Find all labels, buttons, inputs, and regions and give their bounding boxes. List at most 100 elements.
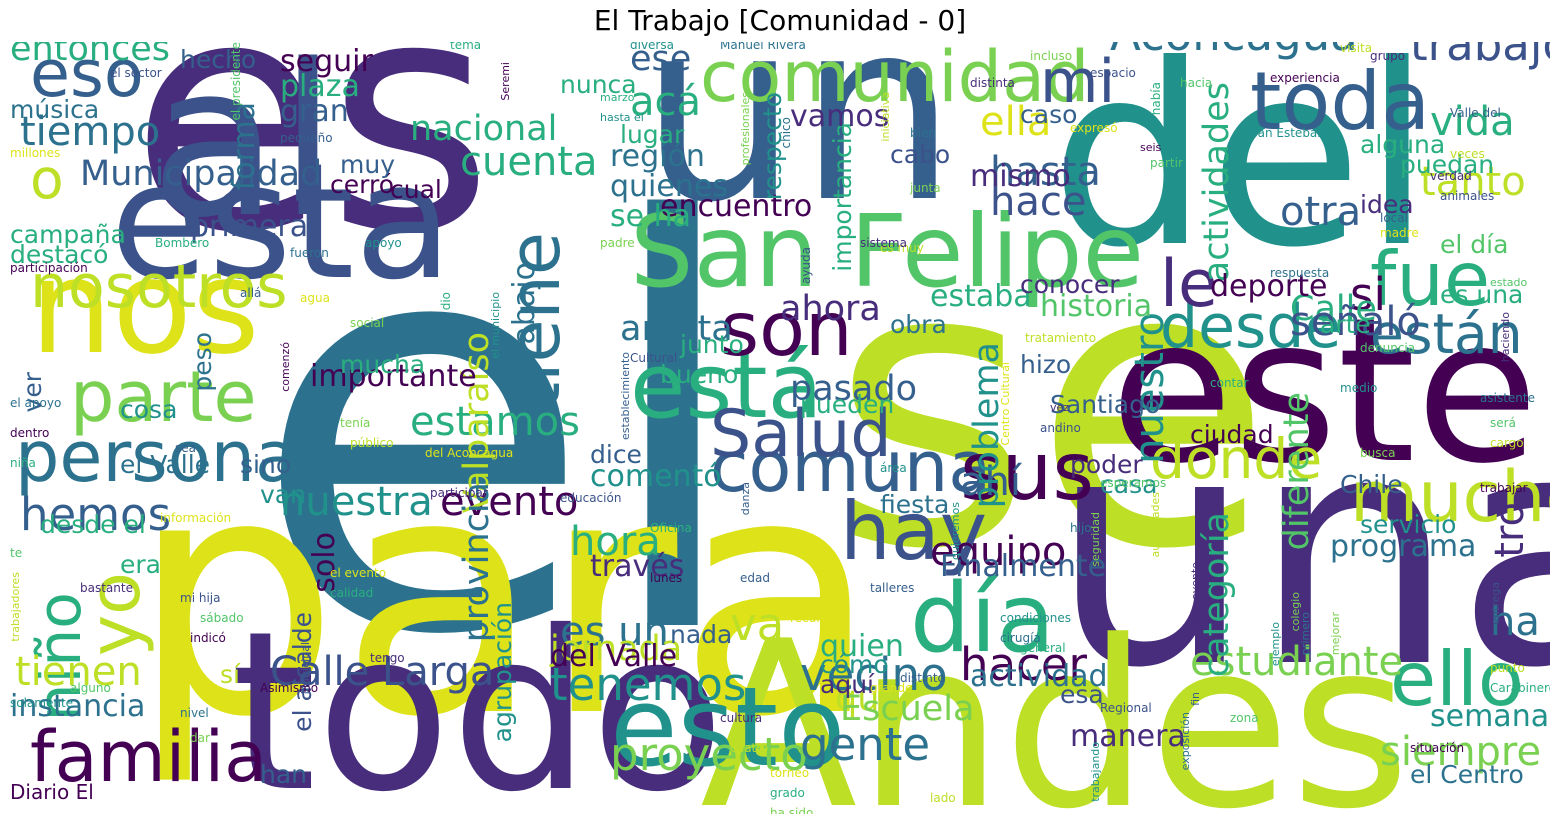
word-cual: cual bbox=[390, 175, 442, 204]
word-profesionales: profesionales bbox=[739, 92, 752, 166]
word-cuenta: cuenta bbox=[460, 139, 598, 185]
word-bueno: bueno bbox=[660, 360, 739, 389]
word-oficina: Oficina bbox=[650, 521, 692, 535]
word-actividades: actividades bbox=[1197, 82, 1237, 283]
word-apoyo: apoyo bbox=[365, 236, 402, 250]
word-comento: comentó bbox=[590, 459, 722, 494]
word-publico: público bbox=[350, 436, 394, 450]
word-aconcagua: Aconcagua bbox=[1110, 42, 1358, 57]
word-nos: nos bbox=[30, 231, 260, 383]
word-area: área bbox=[880, 461, 907, 475]
word-cabo: cabo bbox=[890, 140, 951, 169]
word-trabajar: trabajar bbox=[1480, 481, 1528, 495]
word-indico: indicó bbox=[190, 631, 226, 645]
word-san-esteban: San Esteban bbox=[1250, 126, 1325, 140]
word-vez: vez bbox=[1050, 401, 1070, 414]
word-condiciones: condiciones bbox=[1000, 611, 1072, 625]
word-fue: fue bbox=[1370, 235, 1491, 323]
word-bastante: bastante bbox=[80, 581, 133, 595]
word-mejorar: mejorar bbox=[1329, 612, 1342, 656]
word-estamos: estamos bbox=[410, 399, 580, 445]
word-todo: todo bbox=[230, 584, 726, 814]
chart-title: El Trabajo [Comunidad - 0] bbox=[593, 4, 967, 37]
word-el-dia: el día bbox=[1440, 230, 1509, 259]
word-actividad: actividad bbox=[970, 659, 1108, 694]
word-animales: animales bbox=[1440, 189, 1495, 203]
word-gran: gran bbox=[280, 94, 349, 129]
word-al: al bbox=[150, 42, 338, 264]
word-nina: niña bbox=[10, 456, 36, 470]
word-lunes: lunes bbox=[650, 571, 683, 585]
word-han: han bbox=[260, 760, 308, 789]
word-deporte: deporte bbox=[1210, 269, 1328, 304]
word-calle: Calle bbox=[1290, 289, 1377, 329]
word-casa: casa bbox=[1100, 470, 1158, 499]
word-el-apoyo: el apoyo bbox=[10, 396, 62, 410]
word-asistente: asistente bbox=[1480, 391, 1535, 405]
word-finalmente: Finalmente bbox=[940, 549, 1107, 584]
word-si: sí bbox=[220, 660, 240, 689]
word-esta: esta bbox=[110, 128, 453, 315]
word-municipalidad: Municipalidad bbox=[80, 154, 323, 194]
word-hecho: hecho bbox=[180, 45, 257, 74]
word-este-evento: este evento bbox=[1189, 562, 1202, 628]
word-tratamiento: tratamiento bbox=[1025, 331, 1097, 345]
word-dar: dar bbox=[190, 731, 210, 745]
word-ese: ese bbox=[630, 42, 692, 79]
word-toda: toda bbox=[1250, 55, 1431, 148]
word-quienes: quienes bbox=[610, 169, 728, 204]
word-hizo: hizo bbox=[1020, 350, 1072, 379]
word-mucha: mucha bbox=[340, 350, 426, 379]
word-general: general bbox=[1020, 641, 1066, 655]
word-local: local bbox=[1380, 211, 1408, 225]
word-el-sector: el sector bbox=[110, 66, 162, 80]
word-ayuda: ayuda bbox=[799, 247, 813, 285]
word-jornada: jornada bbox=[550, 629, 683, 669]
word-evento: evento bbox=[440, 479, 579, 525]
word-van: van bbox=[260, 480, 306, 509]
word-social: social bbox=[350, 316, 385, 330]
word-artista: artista bbox=[620, 309, 733, 349]
word-fueron: fueron bbox=[290, 246, 329, 260]
word-participacion: participación bbox=[10, 261, 88, 275]
word-el: el bbox=[250, 106, 751, 758]
word-habia: había bbox=[1149, 82, 1163, 116]
word-pequeno: pequeño bbox=[280, 131, 333, 145]
word-andes: Andes bbox=[700, 593, 1411, 815]
word-primera: primera bbox=[190, 209, 309, 244]
word-lugar: lugar bbox=[620, 120, 685, 149]
word-desde: desde bbox=[1160, 292, 1342, 362]
word-importante: importante bbox=[310, 359, 477, 394]
word-alla: allá bbox=[240, 286, 262, 300]
word-es: es bbox=[130, 42, 494, 303]
word-el-centro: el Centro bbox=[1410, 760, 1524, 789]
word-familia: familia bbox=[30, 716, 267, 798]
word-respuesta: respuesta bbox=[1270, 266, 1330, 280]
word-escuela: Escuela bbox=[840, 689, 975, 729]
word-trabajo: trabajo bbox=[1410, 42, 1550, 71]
word-seguir: seguir bbox=[280, 44, 373, 79]
word-tenemos: tenemos bbox=[550, 658, 747, 711]
word-lado: lado bbox=[930, 791, 956, 805]
word-zona: zona bbox=[1230, 711, 1259, 725]
word-peso: peso bbox=[188, 332, 217, 392]
word-senalo: señaló bbox=[1290, 299, 1421, 345]
word-una: una bbox=[1050, 366, 1550, 738]
word-trabajando: trabajando bbox=[1089, 742, 1102, 802]
word-el-valle: el Valle bbox=[120, 450, 211, 479]
word-establecimiento: establecimiento bbox=[619, 352, 632, 441]
word-mucho: mucho bbox=[1350, 456, 1550, 538]
word-parte: parte bbox=[70, 356, 257, 438]
word-ha-sido: ha sido bbox=[770, 806, 814, 814]
word-te: te bbox=[10, 546, 23, 560]
word-era: era bbox=[120, 550, 161, 579]
word-torneo: torneo bbox=[770, 766, 810, 780]
word-hay: hay bbox=[840, 485, 988, 578]
word-es-un: es un bbox=[560, 609, 669, 655]
word-categoria: categoría bbox=[1197, 512, 1237, 678]
word-distinto: distinto bbox=[900, 671, 945, 685]
word-instancia: instancia bbox=[10, 689, 146, 724]
word-vamos: vamos bbox=[790, 99, 890, 134]
word-equipo: equipo bbox=[930, 529, 1067, 575]
word-entrega: entrega bbox=[1489, 582, 1502, 625]
